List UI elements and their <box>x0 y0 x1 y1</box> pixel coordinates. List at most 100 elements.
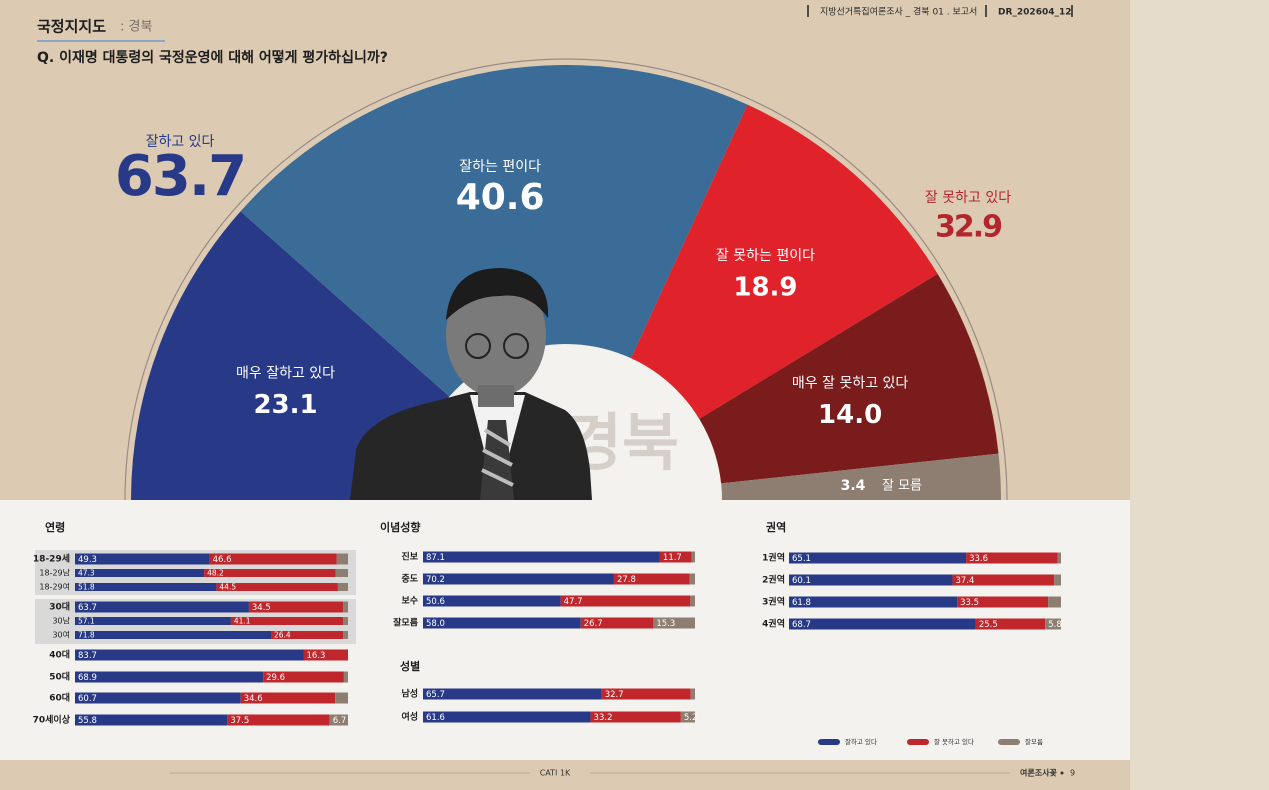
bar-segment <box>75 671 264 683</box>
bar-segment <box>337 583 348 591</box>
bar-segment <box>335 692 348 704</box>
group-value: 32.9 <box>935 210 1001 245</box>
bar-segment <box>601 688 691 700</box>
value-label: 34.6 <box>244 694 263 704</box>
bar-segment <box>230 617 344 625</box>
bar-segment <box>680 711 695 723</box>
value-label: 68.9 <box>78 673 97 683</box>
bar-segment <box>248 601 344 613</box>
category-label: 4권역 <box>762 618 785 630</box>
value-label: 48.2 <box>207 569 224 578</box>
bar-segment <box>343 617 348 625</box>
bar-segment <box>75 692 241 704</box>
value-label: 70.2 <box>426 575 445 585</box>
bar-segment <box>789 596 958 608</box>
bar-segment <box>423 711 591 723</box>
bar-segment <box>209 553 337 565</box>
bar-segment <box>691 551 695 563</box>
value-label: 68.7 <box>792 620 811 630</box>
value-label: 34.5 <box>252 603 271 613</box>
bar-segment <box>336 553 348 565</box>
slice-label: 잘하는 편이다 <box>459 159 541 175</box>
category-label: 보수 <box>401 596 418 607</box>
bar-segment <box>580 617 654 629</box>
bar-segment <box>1045 618 1061 630</box>
category-label: 진보 <box>401 551 418 563</box>
bar-segment <box>1054 574 1061 586</box>
value-label: 47.7 <box>564 597 583 607</box>
value-label: 11.7 <box>663 553 682 563</box>
bar-segment <box>423 551 660 563</box>
value-label: 60.1 <box>792 576 811 586</box>
side-column <box>1130 0 1269 790</box>
slice-value: 14.0 <box>818 400 882 430</box>
slice-label: 잘 못하는 편이다 <box>716 248 815 264</box>
bar-segment <box>690 595 695 607</box>
value-label: 32.7 <box>605 690 624 700</box>
legend-swatch <box>998 739 1020 745</box>
bar-segment <box>329 714 348 726</box>
category-label: 1권역 <box>762 552 785 564</box>
category-label: 여성 <box>401 711 418 723</box>
bar-segment <box>75 631 272 639</box>
value-label: 15.3 <box>656 619 675 629</box>
category-label: 18-29남 <box>39 569 70 578</box>
value-label: 27.8 <box>617 575 636 585</box>
footer-method: CATI 1K <box>540 769 571 778</box>
value-label: 33.6 <box>969 554 988 564</box>
bar-segment <box>343 671 348 683</box>
category-label: 3권역 <box>762 596 785 608</box>
bar-segment <box>423 573 614 585</box>
section-sub: : 경북 <box>120 20 152 35</box>
bar-segment <box>343 631 348 639</box>
group-label: 잘 못하고 있다 <box>925 190 1011 206</box>
bar-segment <box>789 618 976 630</box>
value-label: 16.3 <box>307 651 326 661</box>
bar-segment <box>335 569 348 577</box>
footer-dot <box>1060 771 1064 775</box>
value-label: 41.1 <box>234 617 251 626</box>
value-label: 25.5 <box>979 620 998 630</box>
bar-segment <box>789 552 967 564</box>
value-label: 61.6 <box>426 713 445 723</box>
bar-segment <box>75 617 231 625</box>
value-label: 50.6 <box>426 597 445 607</box>
value-label: 5.2 <box>684 713 698 723</box>
value-label: 47.3 <box>78 569 95 578</box>
bar-segment <box>227 714 330 726</box>
bar-segment <box>240 692 336 704</box>
category-label: 2권역 <box>762 574 785 586</box>
slice-value: 3.4 <box>841 478 866 494</box>
value-label: 55.8 <box>78 716 97 726</box>
value-label: 83.7 <box>78 651 97 661</box>
category-label: 70세이상 <box>33 714 71 726</box>
value-label: 60.7 <box>78 694 97 704</box>
bar-segment <box>75 569 205 577</box>
legend-swatch <box>907 739 929 745</box>
portrait <box>350 268 592 500</box>
bar-segment <box>423 595 561 607</box>
slice-value: 18.9 <box>733 272 797 302</box>
category-label: 40대 <box>49 649 70 661</box>
bar-segment <box>75 601 249 613</box>
bar-segment <box>1057 552 1061 564</box>
bar-segment <box>271 631 344 639</box>
value-label: 87.1 <box>426 553 445 563</box>
bar-segment <box>952 574 1055 586</box>
value-label: 65.1 <box>792 554 811 564</box>
bar-segment <box>590 711 681 723</box>
bar-layer: 연령 18-29세 49.3 46.6 18-29남 47.3 48.2 18-29여 51.8… <box>33 520 1062 746</box>
bar-segment <box>966 552 1058 564</box>
legend-label: 잘하고 있다 <box>845 737 877 746</box>
value-label: 26.4 <box>274 631 291 640</box>
footer-brand: 여론조사꽃 <box>1020 768 1057 778</box>
category-label: 30남 <box>52 617 70 626</box>
category-label: 남성 <box>401 688 418 700</box>
category-label: 18-29세 <box>33 553 70 565</box>
question: Q. 이재명 대통령의 국정운영에 대해 어떻게 평가하십니까? <box>37 49 388 66</box>
bar-segment <box>423 617 581 629</box>
report-label: 지방선거특집여론조사 _ 경북 01 . 보고서 <box>820 6 977 18</box>
bar-segment <box>75 714 228 726</box>
panel-title: 이념성향 <box>380 520 420 534</box>
slice-label: 잘 모름 <box>882 479 922 494</box>
